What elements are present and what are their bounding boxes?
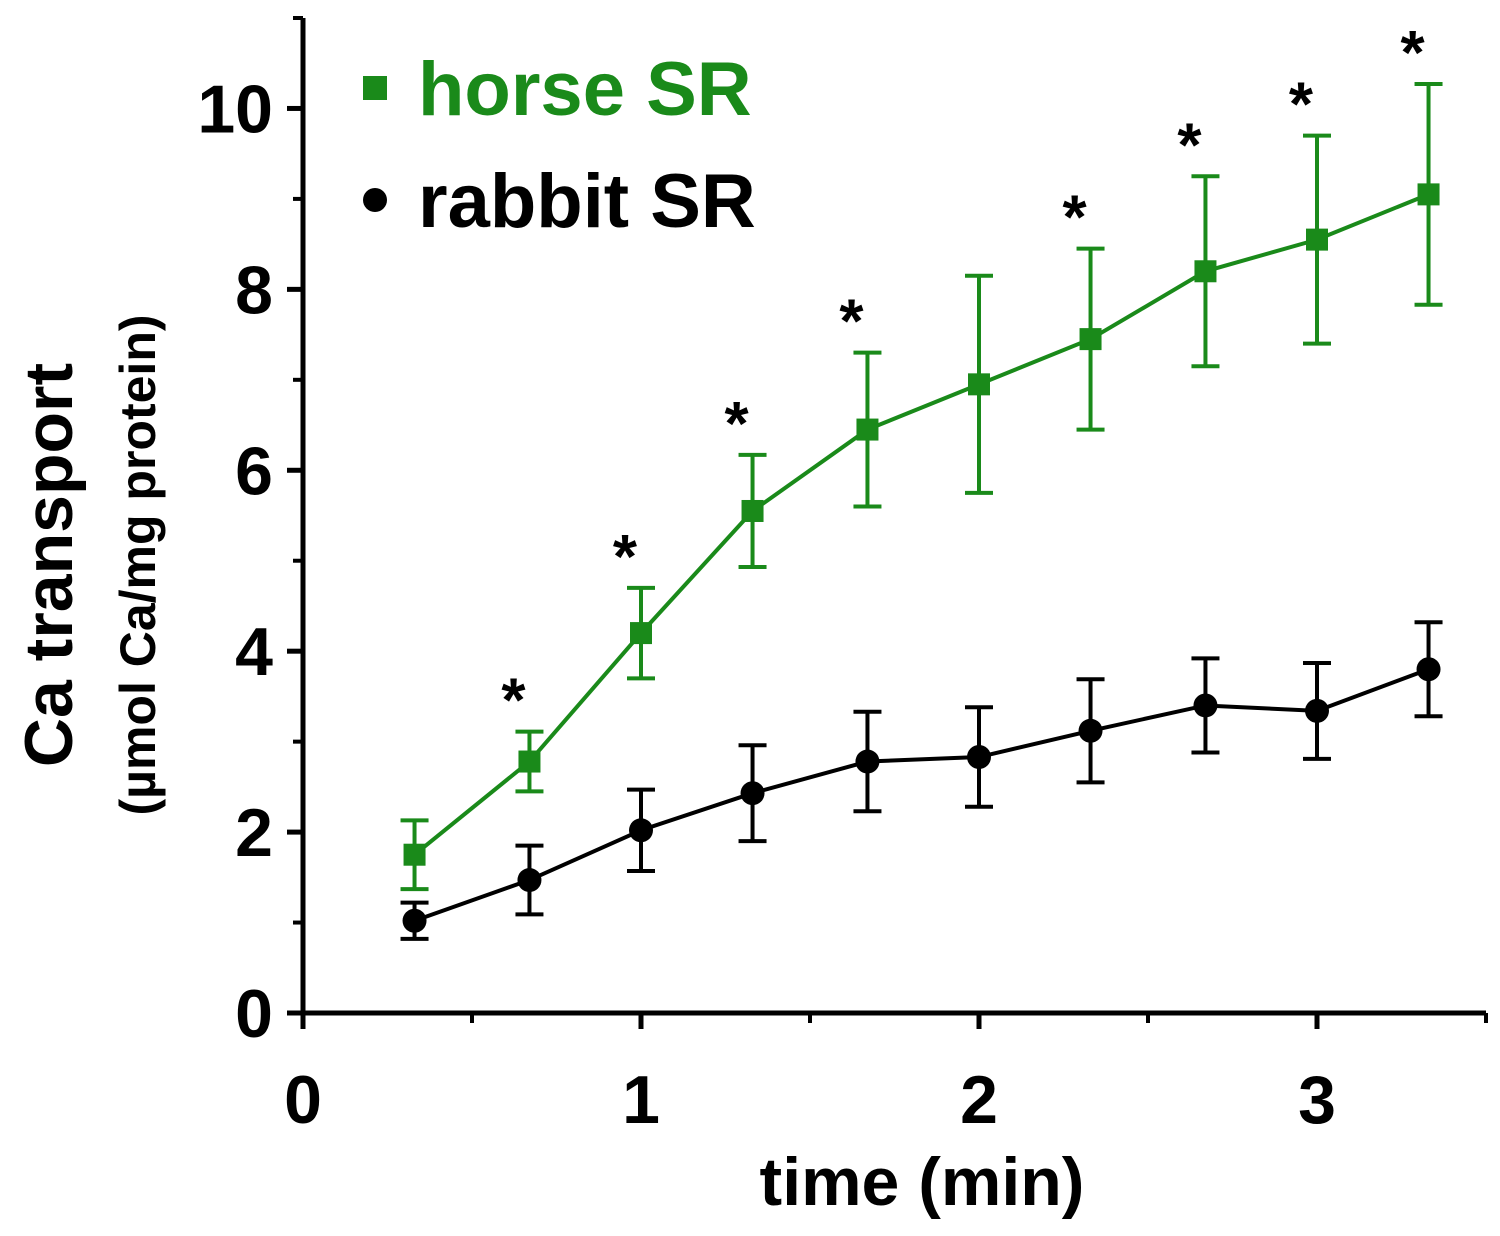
data-point (855, 749, 880, 774)
series-rabbit-sr (400, 620, 1443, 941)
legend: horse SR rabbit SR (363, 47, 756, 244)
data-point (630, 622, 652, 645)
axes: 0 1 2 3 0 2 4 6 8 10 (197, 16, 1488, 1138)
series-layer: * * * * * * * * (400, 19, 1443, 941)
legend-marker (363, 76, 387, 100)
x-tick-label: 1 (622, 1062, 660, 1138)
y-tick-label: 4 (235, 614, 273, 690)
y-tick-label: 6 (235, 433, 273, 509)
x-tick-label: 0 (284, 1062, 322, 1138)
y-tick-label: 2 (235, 795, 273, 871)
data-point (402, 908, 427, 933)
data-point (856, 418, 879, 441)
data-point (1193, 693, 1218, 718)
series-line (413, 667, 1430, 923)
legend-label: horse SR (418, 47, 752, 132)
data-point (518, 750, 541, 773)
data-point (517, 868, 542, 893)
data-point (1194, 260, 1217, 283)
y-tick-label: 8 (235, 252, 273, 328)
legend-marker (363, 188, 387, 212)
data-point (1417, 183, 1440, 206)
data-point (403, 843, 426, 866)
y-tick-label: 10 (197, 71, 273, 147)
y-tick-label: 0 (235, 976, 273, 1052)
significance-marker: * (1177, 111, 1202, 180)
significance-marker: * (613, 523, 638, 592)
data-point (629, 818, 653, 843)
significance-marker: * (1400, 19, 1425, 88)
legend-entry-horse-sr: horse SR (363, 47, 752, 132)
y-axis-label: Ca transport (11, 363, 87, 767)
significance-marker: * (724, 390, 749, 459)
legend-entry-rabbit-sr: rabbit SR (363, 159, 756, 244)
data-point (968, 373, 990, 396)
data-point (741, 499, 764, 522)
significance-marker: * (1289, 71, 1314, 140)
data-point (1416, 657, 1441, 682)
x-tick-label: 3 (1298, 1062, 1336, 1138)
series-line (413, 192, 1430, 857)
significance-marker: * (1062, 184, 1087, 253)
legend-label: rabbit SR (418, 159, 756, 244)
data-point (967, 745, 991, 770)
x-axis-label: time (min) (760, 1144, 1085, 1220)
data-point (1305, 698, 1329, 723)
data-point (740, 781, 765, 806)
data-point (1079, 328, 1102, 351)
data-point (1306, 228, 1328, 251)
significance-marker: * (501, 667, 526, 736)
data-point (1078, 718, 1103, 743)
x-tick-label: 2 (960, 1062, 998, 1138)
series-horse-sr: * * * * * * * * (400, 19, 1443, 892)
significance-marker: * (839, 288, 864, 357)
y-axis-units: (µmol Ca/mg protein) (110, 314, 166, 815)
